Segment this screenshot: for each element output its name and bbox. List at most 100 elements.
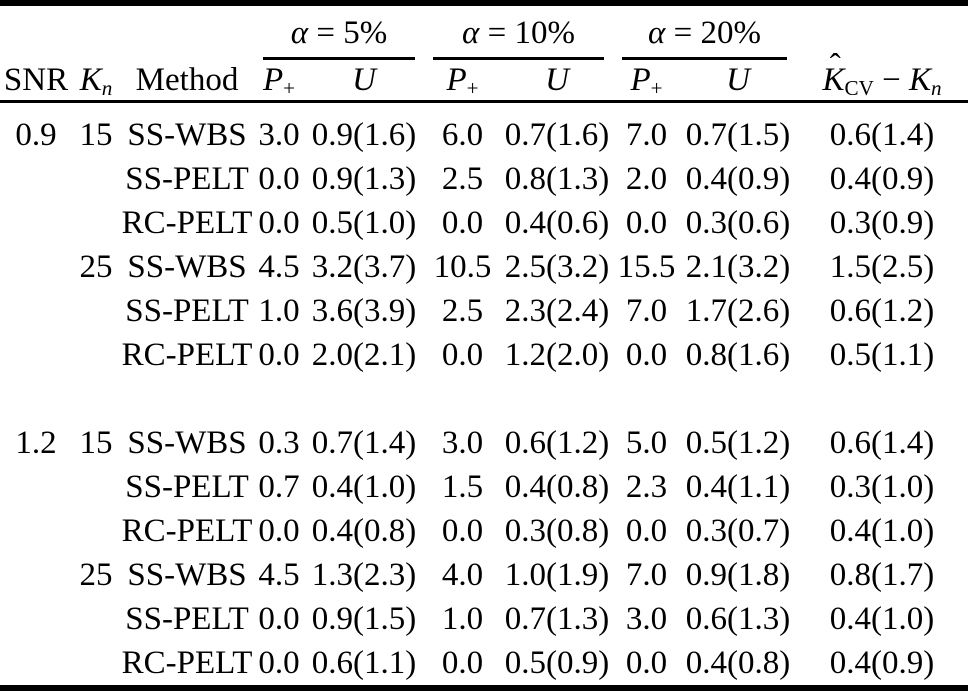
kcv-minus-kn-cell: 0.3(0.9)	[829, 205, 935, 241]
method-cell: SS-PELT	[125, 161, 249, 197]
u-20-cell: 0.8(1.6)	[685, 337, 791, 373]
kn-sub: n	[930, 75, 942, 100]
alpha-header-spacer-right	[796, 3, 968, 60]
snr-cell	[0, 553, 72, 597]
u-20-cell: 0.3(0.7)	[685, 513, 791, 549]
method-cell: RC-PELT	[121, 337, 253, 373]
table-row-spacer	[0, 377, 968, 421]
p-plus-10-cell: 2.5	[441, 161, 484, 197]
p-plus-20-cell: 3.0	[625, 601, 668, 637]
alpha-symbol: α	[648, 15, 666, 51]
p-plus-sub: +	[466, 75, 479, 100]
header-method: Method	[120, 60, 254, 103]
kn-cell	[72, 509, 120, 553]
kcv-minus-kn-cell: 1.5(2.5)	[829, 249, 935, 285]
p-plus-10-cell: 0.0	[441, 205, 484, 241]
snr-cell: 0.9	[15, 117, 57, 153]
p-plus-5-cell: 0.0	[258, 601, 300, 637]
u-5-cell: 0.6(1.1)	[311, 645, 417, 681]
padding-cell	[0, 102, 968, 114]
u-10-cell: 0.5(0.9)	[504, 645, 610, 681]
p-plus-5-cell: 0.0	[258, 645, 300, 681]
table-row: RC-PELT 0.0 0.5(1.0) 0.0 0.4(0.6) 0.0 0.…	[0, 201, 968, 245]
table-row: SS-PELT 0.7 0.4(1.0) 1.5 0.4(0.8) 2.3 0.…	[0, 465, 968, 509]
table-row: 0.9 15 SS-WBS 3.0 0.9(1.6) 6.0 0.7(1.6) …	[0, 113, 968, 157]
kcv-minus-kn-cell: 0.4(0.9)	[829, 645, 935, 681]
alpha-10-label: α = 10%	[433, 15, 604, 60]
p-plus-5-cell: 4.5	[258, 249, 300, 285]
table-row: 1.2 15 SS-WBS 0.3 0.7(1.4) 3.0 0.6(1.2) …	[0, 421, 968, 465]
kn-cell: 25	[79, 249, 113, 285]
alpha-10-value: = 10%	[479, 15, 575, 51]
u-10-cell: 1.2(2.0)	[504, 337, 610, 373]
kn-cell	[72, 333, 120, 377]
u-10-cell: 2.3(2.4)	[504, 293, 610, 329]
p-plus-base: P	[630, 62, 651, 98]
kcv-minus-kn-cell: 0.4(1.0)	[829, 513, 935, 549]
method-cell: SS-PELT	[125, 601, 249, 637]
header-p-plus-5: P+	[254, 60, 304, 103]
p-plus-20-cell: 7.0	[625, 293, 668, 329]
spacer-cell	[0, 377, 968, 421]
table-row: 25 SS-WBS 4.5 1.3(2.3) 4.0 1.0(1.9) 7.0 …	[0, 553, 968, 597]
snr-cell	[0, 289, 72, 333]
table-row: RC-PELT 0.0 0.6(1.1) 0.0 0.5(0.9) 0.0 0.…	[0, 641, 968, 688]
p-plus-5-cell: 1.0	[258, 293, 300, 329]
p-plus-20-cell: 15.5	[617, 249, 676, 285]
header-kn: Kn	[72, 60, 120, 103]
header-p-plus-10: P+	[424, 60, 501, 103]
p-plus-10-cell: 6.0	[441, 117, 484, 153]
p-plus-10-cell: 10.5	[433, 249, 492, 285]
minus-sign: −	[873, 62, 909, 98]
u-10-cell: 0.7(1.3)	[504, 601, 610, 637]
p-plus-10-cell: 2.5	[441, 293, 484, 329]
kn-cell	[72, 465, 120, 509]
p-plus-5-cell: 0.0	[258, 161, 300, 197]
group-header-alpha-20: α = 20%	[613, 3, 796, 60]
snr-cell	[0, 157, 72, 201]
u-5-cell: 2.0(2.1)	[311, 337, 417, 373]
u-5-cell: 0.9(1.3)	[311, 161, 417, 197]
snr-cell	[0, 641, 72, 688]
alpha-5-label: α = 5%	[263, 15, 415, 60]
alpha-5-value: = 5%	[308, 15, 388, 51]
p-plus-sub: +	[650, 75, 663, 100]
snr-cell	[0, 333, 72, 377]
u-10-cell: 0.7(1.6)	[504, 117, 610, 153]
kcv-minus-kn-cell: 0.6(1.4)	[829, 117, 935, 153]
kcv-minus-kn-cell: 0.5(1.1)	[829, 337, 935, 373]
table-row: SS-PELT 0.0 0.9(1.5) 1.0 0.7(1.3) 3.0 0.…	[0, 597, 968, 641]
table-row: RC-PELT 0.0 0.4(0.8) 0.0 0.3(0.8) 0.0 0.…	[0, 509, 968, 553]
u-10-cell: 0.4(0.8)	[504, 469, 610, 505]
p-plus-20-cell: 0.0	[625, 337, 668, 373]
p-plus-sub: +	[283, 75, 296, 100]
table-top-padding-row	[0, 102, 968, 114]
snr-cell	[0, 201, 72, 245]
u-5-cell: 3.2(3.7)	[311, 249, 417, 285]
hat-accent: ˆ	[829, 48, 841, 85]
u-header-label: U	[726, 62, 750, 98]
u-10-cell: 0.6(1.2)	[504, 425, 610, 461]
snr-cell	[0, 245, 72, 289]
p-plus-5-cell: 4.5	[258, 557, 300, 593]
p-plus-10-cell: 1.0	[441, 601, 484, 637]
u-20-cell: 0.4(1.1)	[685, 469, 791, 505]
p-plus-5-cell: 0.3	[258, 425, 300, 461]
kcv-minus-kn-cell: 0.4(1.0)	[829, 601, 935, 637]
u-header-label: U	[545, 62, 569, 98]
alpha-header-spacer	[0, 3, 254, 60]
method-cell: SS-WBS	[127, 249, 247, 285]
p-plus-20-cell: 7.0	[625, 557, 668, 593]
snr-header-label: SNR	[3, 62, 69, 98]
method-cell: RC-PELT	[121, 205, 253, 241]
header-p-plus-20: P+	[613, 60, 680, 103]
method-cell: SS-PELT	[125, 293, 249, 329]
alpha-group-header-row: α = 5% α = 10% α = 20%	[0, 3, 968, 60]
snr-cell	[0, 465, 72, 509]
p-plus-20-cell: 2.0	[625, 161, 668, 197]
kcv-minus-kn-cell: 0.6(1.4)	[829, 425, 935, 461]
column-header-row: SNR Kn Method P+ U P+ U P+ U ˆ KCV − Kn	[0, 48, 968, 103]
table-row: RC-PELT 0.0 2.0(2.1) 0.0 1.2(2.0) 0.0 0.…	[0, 333, 968, 377]
